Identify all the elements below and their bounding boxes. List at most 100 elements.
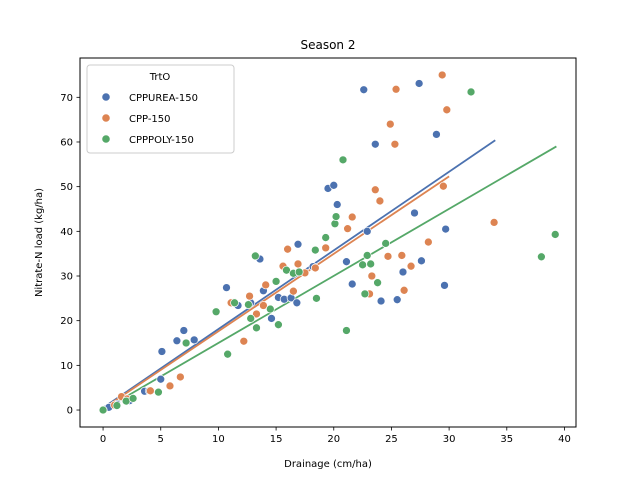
point-cpp-150 (367, 271, 377, 281)
point-cpppoly-150 (181, 338, 191, 348)
point-cpp-150 (252, 309, 261, 319)
plot-frame (79, 57, 577, 428)
point-cppurea-150 (156, 374, 166, 384)
point-cppurea-150 (157, 347, 167, 356)
point-cpppoly-150 (252, 323, 261, 333)
point-cpppoly-150 (265, 304, 275, 314)
point-cppurea-150 (392, 295, 402, 305)
point-cpp-150 (383, 251, 393, 261)
legend-label-cpppoly-150: CPPPOLY-150 (129, 135, 194, 146)
point-cppurea-150 (267, 314, 276, 323)
point-cppurea-150 (189, 335, 199, 345)
point-cpppoly-150 (550, 230, 560, 239)
point-cpppoly-150 (230, 298, 239, 308)
point-cppurea-150 (293, 239, 303, 249)
point-cppurea-150 (359, 85, 369, 95)
point-cpp-150 (176, 372, 185, 382)
point-cpp-150 (293, 259, 303, 269)
point-cpppoly-150 (358, 260, 367, 270)
point-cpppoly-150 (154, 387, 163, 397)
point-cpp-150 (165, 381, 175, 391)
point-cpp-150 (489, 218, 499, 227)
point-cpp-150 (390, 139, 400, 149)
y-tick-label: 60 (60, 137, 73, 148)
point-cpppoly-150 (321, 233, 331, 242)
point-cpppoly-150 (310, 245, 320, 255)
point-cpp-150 (239, 336, 249, 346)
x-tick-label: 20 (327, 434, 340, 445)
legend-box (86, 64, 235, 154)
x-tick-label: 30 (443, 434, 456, 445)
x-tick-label: 15 (270, 434, 283, 445)
x-tick-label: 35 (500, 434, 513, 445)
point-cpppoly-150 (331, 212, 341, 221)
legend-label-cpp-150: CPP-150 (129, 114, 171, 125)
point-cpp-150 (442, 105, 452, 115)
legend-marker-cpp-150 (101, 113, 111, 123)
y-axis-label: Nitrate-N load (kg/ha) (34, 188, 45, 297)
point-cpppoly-150 (466, 87, 476, 97)
point-cpp-150 (385, 119, 395, 129)
point-cppurea-150 (410, 208, 419, 218)
x-tick-label: 25 (385, 434, 398, 445)
point-cpppoly-150 (98, 405, 108, 415)
y-tick-label: 70 (60, 93, 73, 104)
point-cpp-150 (347, 212, 357, 222)
point-cpp-150 (343, 224, 352, 234)
point-cpp-150 (283, 244, 292, 254)
x-tick-label: 0 (100, 434, 106, 445)
point-cpppoly-150 (312, 293, 321, 303)
point-cppurea-150 (179, 326, 189, 335)
point-cpppoly-150 (362, 251, 372, 260)
fit-line-cpppoly-150 (102, 145, 557, 411)
point-cpp-150 (438, 181, 448, 191)
point-cppurea-150 (398, 267, 408, 277)
point-cppurea-150 (414, 79, 424, 88)
regression-lines (102, 139, 557, 411)
point-cpppoly-150 (381, 239, 391, 248)
point-cppurea-150 (441, 224, 451, 234)
point-cpp-150 (289, 286, 298, 296)
x-tick-label: 40 (558, 434, 571, 445)
point-cpppoly-150 (294, 267, 304, 277)
point-cpp-150 (321, 243, 331, 253)
point-cpp-150 (310, 263, 320, 273)
y-tick-label: 20 (60, 316, 73, 327)
point-cpppoly-150 (360, 289, 370, 299)
x-tick-label: 10 (212, 434, 225, 445)
point-cppurea-150 (172, 336, 182, 346)
point-cppurea-150 (222, 283, 231, 292)
point-cpppoly-150 (223, 349, 232, 359)
point-cpp-150 (261, 280, 271, 290)
y-tick-label: 40 (60, 227, 73, 238)
point-cppurea-150 (329, 180, 339, 190)
point-cpp-150 (245, 291, 254, 301)
point-cpppoly-150 (274, 320, 283, 330)
point-cpppoly-150 (330, 219, 340, 229)
point-cpp-150 (399, 285, 409, 295)
point-cppurea-150 (362, 226, 372, 236)
point-cppurea-150 (432, 130, 441, 139)
point-cppurea-150 (292, 298, 302, 308)
point-cpp-150 (370, 185, 380, 195)
point-cppurea-150 (370, 139, 380, 149)
axis-ticks: 0 5 10 15 20 25 30 35 40 0 10 20 30 40 50 60 70 (60, 93, 571, 445)
point-cpp-150 (375, 196, 385, 206)
x-axis-label: Drainage (cm/ha) (284, 459, 372, 470)
point-cpppoly-150 (338, 155, 348, 165)
legend-marker-cppurea-150 (101, 92, 111, 102)
y-tick-label: 30 (60, 272, 73, 283)
legend-label-cppurea-150: CPPUREA-150 (129, 93, 198, 104)
point-cpp-150 (397, 251, 407, 260)
point-cpp-150 (424, 237, 433, 247)
point-cpp-150 (391, 84, 401, 94)
y-tick-label: 10 (60, 361, 73, 372)
legend: TrtO CPPUREA-150 CPP-150 CPPPOLY-150 (86, 64, 235, 154)
point-cpppoly-150 (128, 394, 138, 403)
point-cpppoly-150 (250, 251, 260, 261)
point-cpppoly-150 (211, 307, 221, 317)
fit-line-cpp-150 (102, 175, 450, 410)
point-cpppoly-150 (271, 277, 281, 286)
point-cpppoly-150 (537, 252, 546, 262)
